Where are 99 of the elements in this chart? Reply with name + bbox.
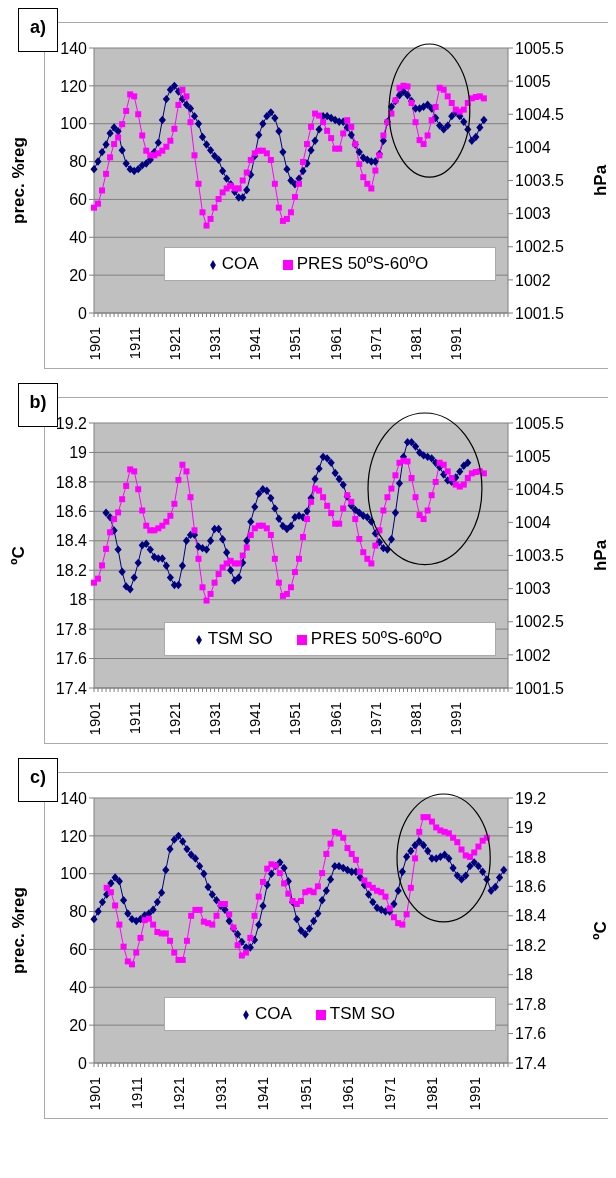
y2-axis-title: ºC (591, 921, 611, 940)
x-tick-label: 1971 (366, 327, 384, 361)
y-tick-label: 18 (69, 591, 88, 609)
y2-axis-title: hPa (591, 164, 611, 197)
y2-tick-label: 1001.5 (515, 304, 565, 322)
y2-tick-label: 18.6 (515, 878, 547, 896)
x-tick-label: 1901 (85, 702, 103, 736)
legend-label: COA (254, 1003, 292, 1023)
legend-label: PRES 50ºS-60ºO (310, 628, 443, 648)
y2-tick-label: 1002 (515, 271, 551, 289)
y-tick-label: 60 (69, 941, 88, 959)
y-tick-label: 140 (60, 39, 88, 57)
y2-tick-label: 19 (515, 819, 533, 837)
y-tick-label: 19 (69, 444, 88, 462)
x-tick-label: 1961 (338, 1077, 356, 1111)
x-tick-label: 1931 (206, 702, 224, 736)
y-tick-label: 60 (69, 191, 88, 209)
y-tick-label: 0 (78, 1054, 88, 1072)
x-tick-label: 1921 (165, 702, 183, 736)
y2-tick-label: 17.8 (515, 995, 547, 1013)
y2-tick-label: 1004.5 (515, 480, 565, 498)
y2-tick-label: 18.8 (515, 848, 547, 866)
x-tick-label: 1901 (85, 327, 103, 361)
x-tick-label: 1921 (169, 1077, 187, 1111)
legend-label: COA (221, 253, 259, 273)
x-tick-label: 1931 (212, 1077, 230, 1111)
y2-tick-label: 17.6 (515, 1025, 547, 1043)
x-tick-label: 1931 (206, 327, 224, 361)
y2-tick-label: 1004.5 (515, 105, 565, 123)
y-tick-label: 19.2 (55, 414, 88, 432)
x-tick-label: 1991 (447, 327, 465, 361)
chart-title: a) (18, 8, 58, 52)
y-tick-label: 40 (69, 978, 88, 996)
y2-tick-label: 19.2 (515, 789, 547, 807)
x-tick-label: 1951 (286, 702, 304, 736)
y-tick-label: 18.4 (55, 532, 88, 550)
x-tick-label: 1911 (127, 1077, 145, 1110)
y-tick-label: 20 (69, 266, 88, 284)
x-tick-label: 1971 (366, 702, 384, 736)
chart-title: b) (29, 392, 47, 412)
y-tick-label: 17.4 (55, 679, 88, 697)
y2-tick-label: 1005.5 (515, 414, 565, 432)
x-tick-label: 1981 (407, 327, 425, 361)
y2-tick-label: 1005 (515, 447, 551, 465)
y2-tick-label: 1003 (515, 580, 551, 598)
y2-tick-label: 1001.5 (515, 679, 565, 697)
x-tick-label: 1961 (326, 327, 344, 361)
y2-tick-label: 1004 (515, 139, 551, 157)
y-tick-label: 17.8 (55, 620, 88, 638)
x-tick-label: 1991 (465, 1077, 483, 1111)
legend-label: PRES 50ºS-60ºO (296, 253, 429, 273)
x-tick-label: 1941 (246, 327, 264, 361)
y-tick-label: 17.6 (55, 650, 88, 668)
y-tick-label: 140 (60, 789, 88, 807)
y2-tick-label: 1003 (515, 205, 551, 223)
y-tick-label: 40 (69, 228, 88, 246)
x-tick-label: 1911 (125, 327, 143, 360)
y-axis-title: prec. %reg (9, 887, 29, 974)
y2-tick-label: 1004 (515, 514, 551, 532)
legend-label: TSM SO (329, 1003, 395, 1023)
y-tick-label: 100 (60, 115, 88, 133)
y-tick-label: 80 (69, 153, 88, 171)
y2-tick-label: 1003.5 (515, 172, 565, 190)
y-tick-label: 0 (78, 304, 88, 322)
y-axis-title: prec. %reg (9, 137, 29, 224)
y-tick-label: 20 (69, 1016, 88, 1034)
x-tick-label: 1941 (246, 702, 264, 736)
y-tick-label: 18.2 (55, 561, 88, 579)
y2-tick-label: 1002 (515, 646, 551, 664)
y2-tick-label: 18 (515, 966, 533, 984)
y-tick-label: 80 (69, 903, 88, 921)
x-tick-label: 1981 (423, 1077, 441, 1111)
y-tick-label: 18.6 (55, 503, 88, 521)
y-tick-label: 18.8 (55, 473, 88, 491)
y2-tick-label: 1005.5 (515, 39, 565, 57)
x-tick-label: 1971 (381, 1077, 399, 1111)
y2-tick-label: 1002.5 (515, 613, 565, 631)
y2-tick-label: 18.4 (515, 907, 547, 925)
x-tick-label: 1951 (296, 1077, 314, 1111)
x-tick-label: 1951 (286, 327, 304, 361)
y2-tick-label: 1005 (515, 72, 551, 90)
y-axis-title: ºC (9, 546, 29, 565)
y2-tick-label: 17.4 (515, 1054, 547, 1072)
y2-axis-title: hPa (591, 539, 611, 572)
chart-title: c) (18, 758, 58, 802)
legend-label: TSM SO (207, 628, 273, 648)
x-tick-label: 1941 (254, 1077, 272, 1111)
y2-tick-label: 1003.5 (515, 547, 565, 565)
x-tick-label: 1911 (125, 702, 143, 735)
x-tick-label: 1991 (447, 702, 465, 736)
y-tick-label: 100 (60, 865, 88, 883)
x-tick-label: 1921 (165, 327, 183, 361)
x-tick-label: 1961 (326, 702, 344, 736)
y2-tick-label: 1002.5 (515, 238, 565, 256)
x-tick-label: 1901 (85, 1077, 103, 1111)
y-tick-label: 120 (60, 77, 88, 95)
y-tick-label: 120 (60, 827, 88, 845)
y2-tick-label: 18.2 (515, 936, 547, 954)
x-tick-label: 1981 (407, 702, 425, 736)
